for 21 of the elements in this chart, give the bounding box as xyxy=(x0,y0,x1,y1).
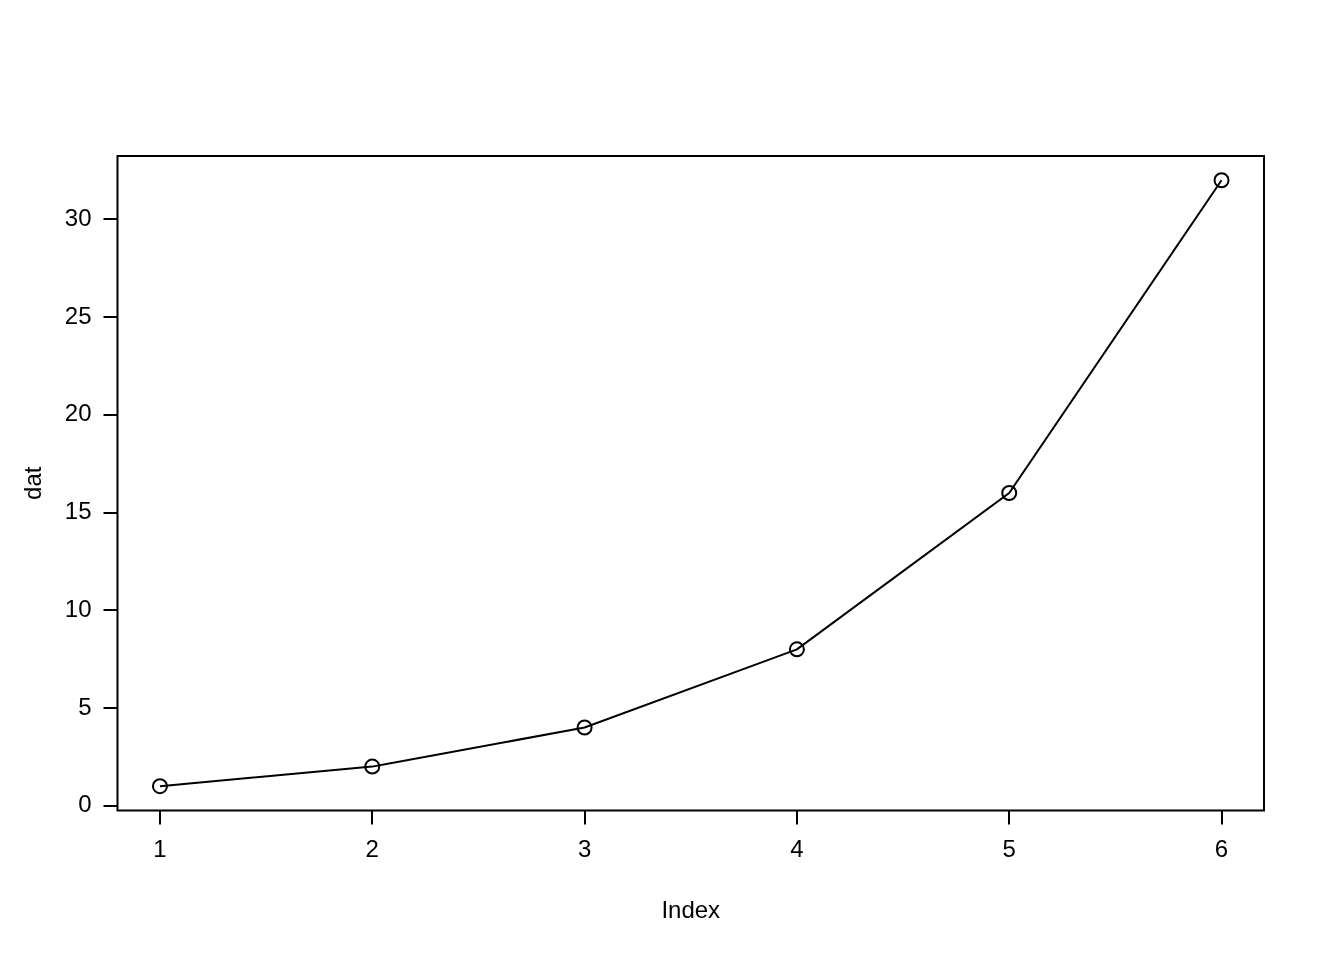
y-tick-label: 10 xyxy=(64,594,92,622)
x-tick-label: 4 xyxy=(790,835,804,863)
x-tick-label: 3 xyxy=(577,835,592,863)
y-axis-title: dat xyxy=(19,466,47,500)
point xyxy=(576,719,593,736)
point xyxy=(1001,484,1018,501)
y-tick-label: 20 xyxy=(64,399,92,427)
point xyxy=(364,758,381,775)
y-tick-label: 25 xyxy=(64,301,92,329)
y-tick-label: 5 xyxy=(78,692,92,720)
point xyxy=(151,778,168,795)
y-tick-label: 15 xyxy=(64,497,92,525)
x-axis-title: Index xyxy=(661,896,721,924)
y-tick-label: 0 xyxy=(78,790,92,818)
x-tick-label: 1 xyxy=(153,835,167,863)
x-tick-label: 2 xyxy=(365,835,379,863)
point xyxy=(788,641,805,658)
x-tick-label: 5 xyxy=(1002,835,1016,863)
y-tick-label: 30 xyxy=(64,203,92,231)
x-tick-label: 6 xyxy=(1214,835,1229,863)
point xyxy=(1213,172,1230,189)
